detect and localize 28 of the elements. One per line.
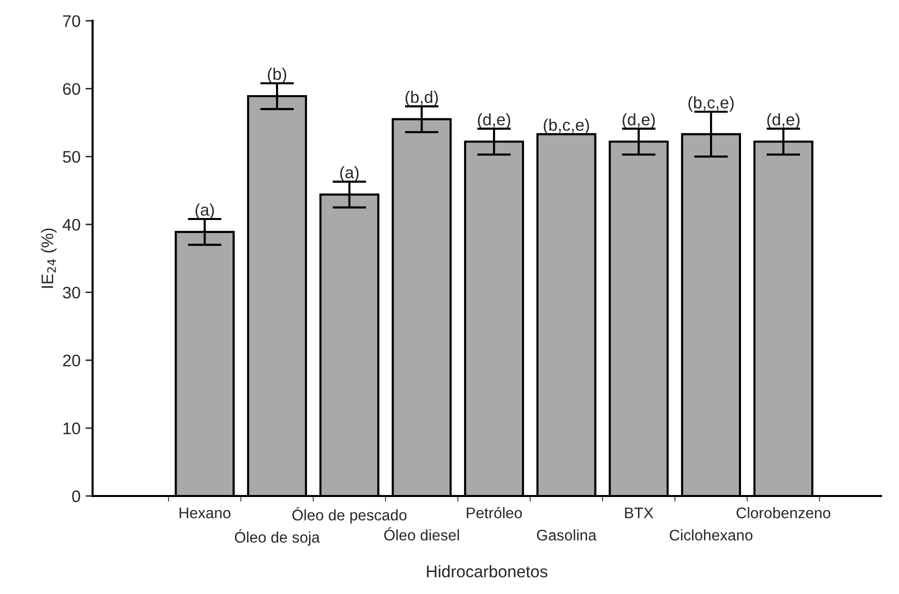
- x-tick-label: Gasolina: [536, 529, 597, 541]
- x-axis-title: Hidrocarbonetos: [427, 565, 548, 578]
- x-tick-label: Ciclohexano: [670, 529, 752, 541]
- y-tick-label: 20: [63, 354, 80, 366]
- y-tick-label: 40: [62, 218, 80, 231]
- y-tick-label: 0: [72, 490, 80, 502]
- y-tick-label: 50: [62, 150, 80, 163]
- annotation: (b): [268, 68, 286, 84]
- x-tick-label: Óleo de pescado: [292, 507, 406, 524]
- y-tick-label: 60: [63, 83, 80, 95]
- x-tick-label: Clorobenzeno: [736, 507, 830, 518]
- annotation: (b,c,e): [544, 118, 589, 134]
- annotation: (d,e): [622, 113, 655, 129]
- x-tick-label: Petróleo: [466, 506, 522, 518]
- annotation: (b,c,e): [688, 96, 734, 112]
- x-tick-label: BTX: [625, 508, 654, 518]
- y-tick-label: 30: [62, 286, 80, 299]
- x-tick-label: Óleo diesel: [384, 527, 459, 541]
- annotation: (b,d): [406, 90, 438, 106]
- annotation: (a): [196, 203, 214, 220]
- annotation: (d,e): [767, 113, 800, 129]
- x-tick-label: Óleo de soja: [234, 529, 320, 546]
- x-tick-label: Hexano: [180, 508, 230, 518]
- y-axis-title: IE$_{24}$ (%): [41, 228, 57, 288]
- annotation: (d,e): [478, 113, 510, 129]
- annotation: (a): [340, 166, 359, 182]
- y-tick-label: 70: [63, 15, 80, 27]
- y-tick-label: 10: [64, 422, 80, 434]
